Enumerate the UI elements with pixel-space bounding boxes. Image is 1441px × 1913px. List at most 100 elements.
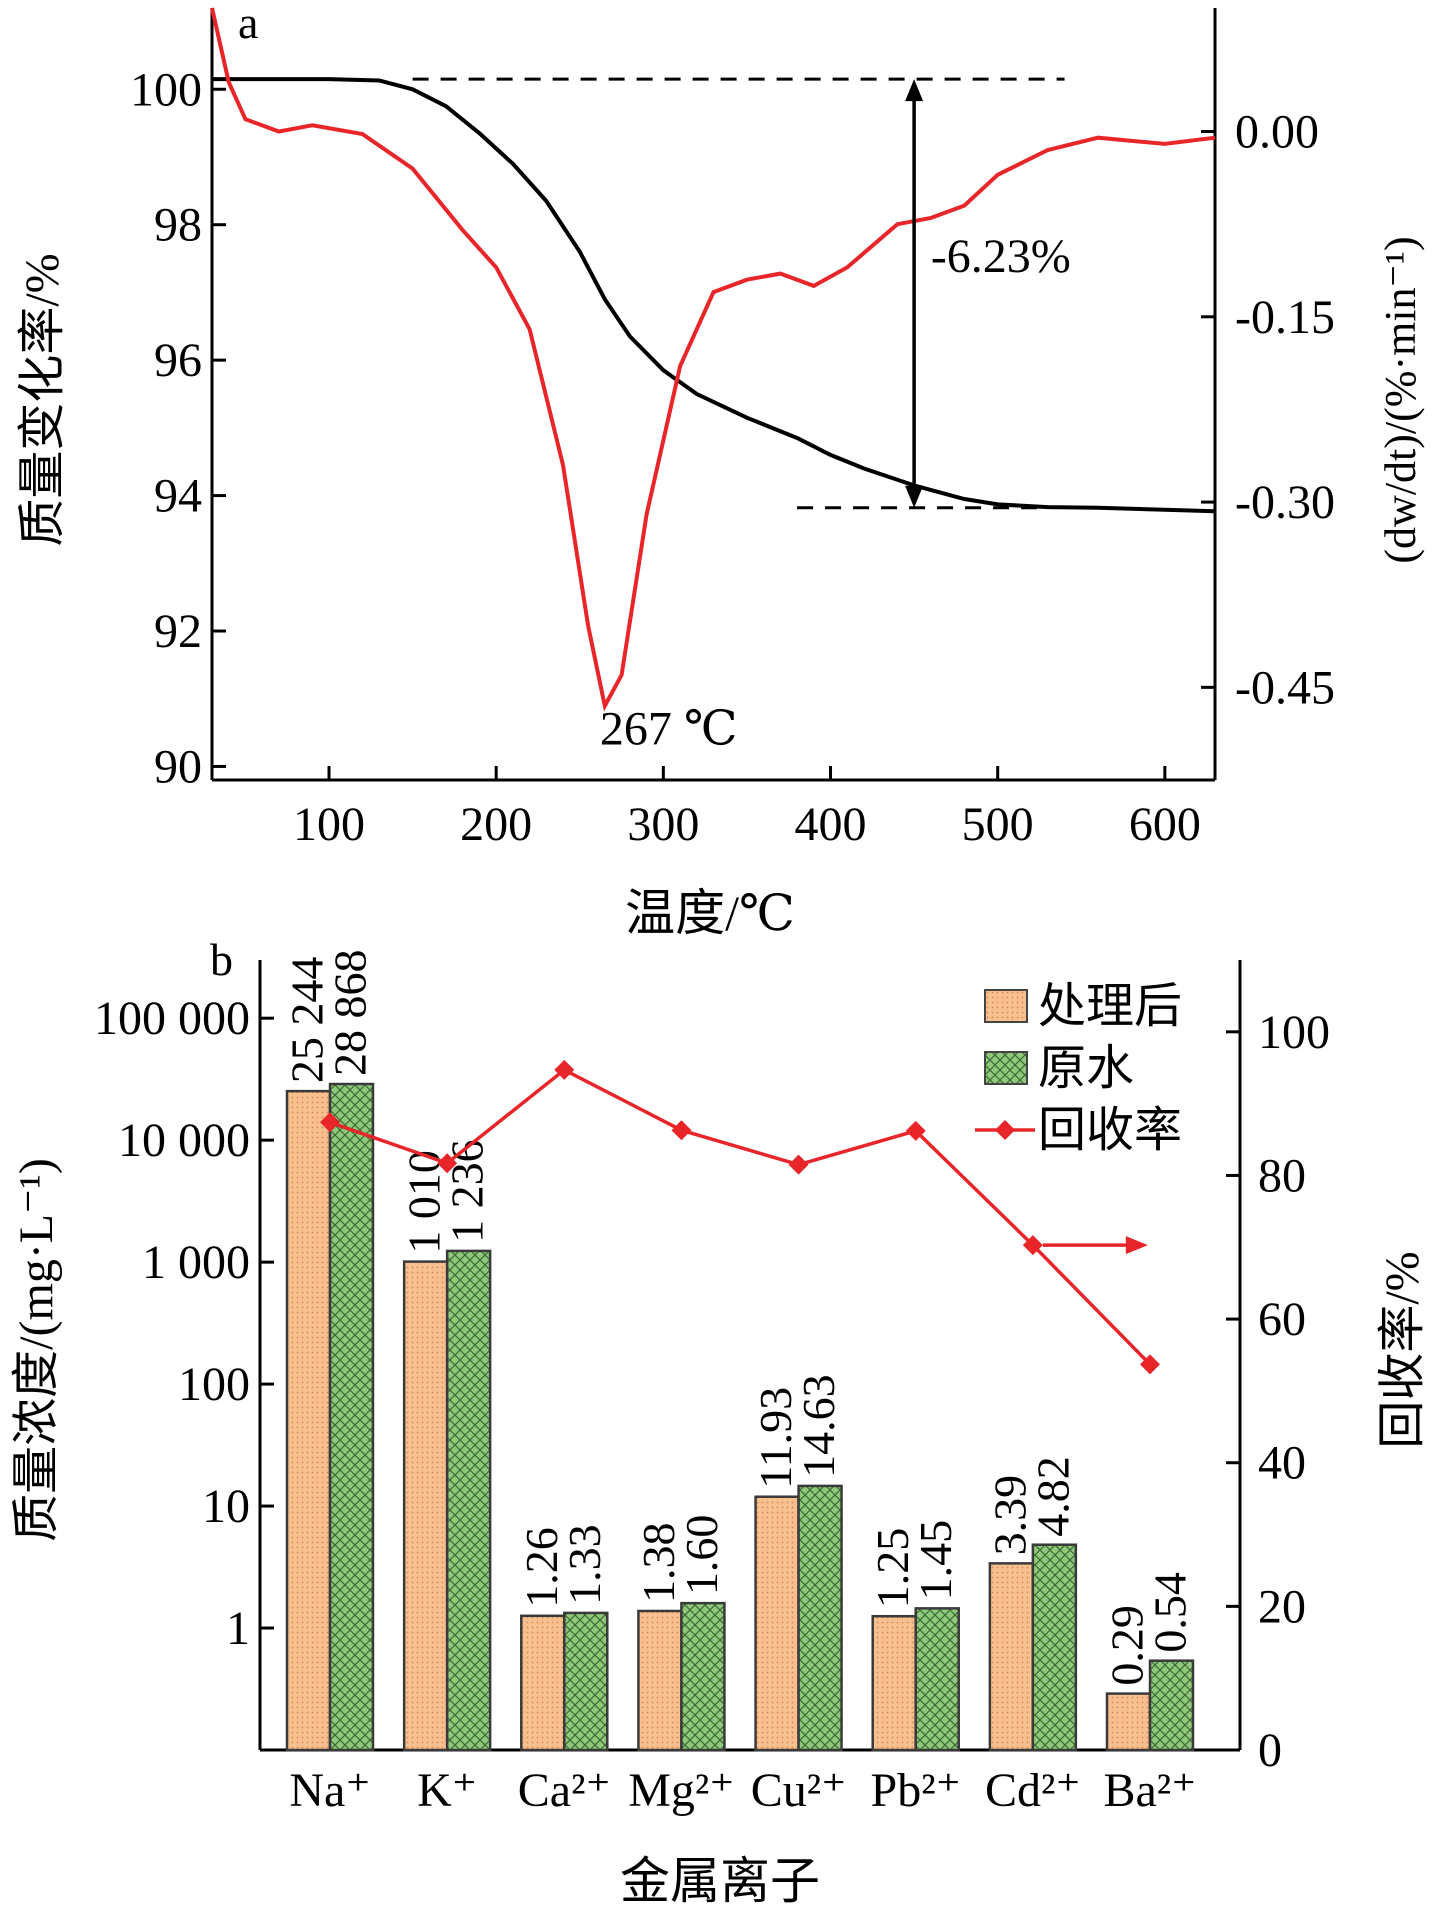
panel-b-left-y-ticks: 1 10 100 1 000 10 000 100 000 [94,992,274,1655]
bar-raw-1 [445,1249,492,1752]
value-label-treated-0: 25 244 [282,957,333,1084]
recovery-marker-6 [1022,1235,1043,1256]
bar-treated-3 [637,1609,683,1752]
panel-b-right-y-tick-label-4: 80 [1258,1149,1306,1202]
value-label-treated-5: 1.25 [867,1528,918,1609]
panel-b: b 1 10 100 1 000 10 000 100 000 0 20 40 60 80 100 … [10,934,1429,1909]
bar-raw-2 [563,1611,609,1752]
value-label-raw-0: 28 868 [325,950,376,1077]
panel-a-left-y-tick-label-0: 90 [154,740,202,793]
recovery-rate-line [329,1067,1152,1366]
panel-a-x-tick-label-4: 500 [962,798,1034,851]
bar-treated-6 [988,1562,1035,1752]
panel-a-x-axis-label: 温度/℃ [625,885,795,941]
panel-a-left-y-tick-label-1: 92 [154,605,202,658]
panel-a-left-y-axis-label: 质量变化率/% [16,253,69,546]
panel-b-left-y-tick-label-2: 100 [178,1358,250,1411]
bar-raw-5 [914,1607,960,1752]
bar-treated-4 [754,1495,800,1752]
panel-b-right-y-axis-label: 回收率/% [1376,1251,1429,1448]
value-label-raw-4: 14.63 [793,1374,844,1478]
panel-a-right-y-tick-label-2: -0.30 [1235,476,1335,529]
category-label-3: Mg²⁺ [628,1764,734,1817]
category-label-1: K⁺ [417,1764,477,1817]
panel-a-left-y-tick-label-5: 100 [130,63,202,116]
panel-a-x-tick-label-1: 200 [460,798,532,851]
panel-a-x-tick-label-2: 300 [627,798,699,851]
value-label-raw-3: 1.60 [676,1515,727,1596]
panel-b-right-y-tick-label-5: 100 [1258,1006,1330,1059]
panel-b-x-axis-label: 金属离子 [620,1853,820,1909]
panel-b-left-y-axis-label: 质量浓度/(mg·L⁻¹) [10,1158,63,1542]
panel-a-right-y-axis-label: (dw/dt)/(%·min⁻¹) [1376,236,1425,563]
panel-a-right-y-tick-label-1: -0.15 [1235,291,1335,344]
recovery-axis-arrow [1042,1236,1148,1255]
bar-value-labels: 25 244 1 010 1.26 1.38 11.93 1.25 3.39 0.29 28 8… [282,950,1196,1686]
panel-a: a 100 200 300 400 500 600 90 92 94 96 98 100 0.00 -… [16,0,1425,941]
legend: 处理后 原水 回收率 [975,980,1182,1157]
recovery-marker-2 [554,1059,575,1080]
category-label-0: Na⁺ [289,1764,370,1817]
tg-curve [212,77,1216,514]
panel-a-left-y-tick-label-4: 98 [154,199,202,252]
panel-b-left-y-tick-label-3: 1 000 [142,1236,250,1289]
mass-loss-annotation: -6.23% [931,230,1071,283]
category-label-2: Ca²⁺ [518,1764,611,1817]
panel-b-right-y-tick-label-1: 20 [1258,1580,1306,1633]
value-label-raw-1: 1 236 [442,1139,493,1243]
bar-raw-0 [328,1082,375,1752]
value-label-raw-5: 1.45 [910,1520,961,1601]
panel-a-left-y-ticks: 90 92 94 96 98 100 [130,63,226,793]
value-label-raw-2: 1.33 [559,1524,610,1605]
panel-a-right-y-ticks: 0.00 -0.15 -0.30 -0.45 [1201,106,1335,714]
category-label-5: Pb²⁺ [871,1764,961,1817]
value-label-treated-6: 3.39 [984,1475,1035,1556]
recovery-rate-markers [320,1059,1160,1375]
bars [285,1082,1195,1752]
bar-treated-1 [402,1260,449,1752]
value-label-treated-7: 0.29 [1102,1605,1153,1686]
panel-a-x-tick-label-0: 100 [293,798,365,851]
bar-treated-0 [285,1089,332,1752]
panel-b-left-y-tick-label-4: 10 000 [118,1114,250,1167]
value-label-treated-4: 11.93 [750,1387,801,1489]
category-labels: Na⁺ K⁺ Ca²⁺ Mg²⁺ Cu²⁺ Pb²⁺ Cd²⁺ Ba²⁺ [289,1764,1196,1817]
panel-a-right-y-tick-label-0: 0.00 [1235,106,1319,159]
legend-swatch-recovery-marker [995,1120,1015,1140]
panel-a-x-tick-label-5: 600 [1129,798,1201,851]
panel-a-left-y-tick-label-2: 94 [154,470,202,523]
panel-a-x-tick-label-3: 400 [795,798,867,851]
panel-b-left-y-tick-label-5: 100 000 [94,992,250,1045]
bar-raw-3 [680,1601,726,1752]
recovery-marker-4 [788,1154,809,1175]
panel-a-reference-lines [412,77,1065,510]
legend-label-raw: 原水 [1038,1042,1134,1095]
panel-a-left-y-tick-label-3: 96 [154,334,202,387]
bar-treated-2 [520,1614,566,1752]
bar-raw-4 [797,1484,843,1752]
recovery-marker-0 [320,1112,340,1133]
recovery-axis-arrow-head [1125,1236,1148,1255]
dtg-curve [210,7,1216,712]
value-label-raw-7: 0.54 [1145,1572,1196,1653]
panel-b-left-y-tick-label-1: 10 [202,1480,250,1533]
panel-b-right-y-tick-label-2: 40 [1258,1437,1306,1490]
recovery-marker-5 [905,1120,926,1141]
panel-b-right-y-ticks: 0 20 40 60 80 100 [1226,1006,1330,1777]
recovery-marker-3 [671,1120,692,1141]
category-label-4: Cu²⁺ [751,1764,847,1817]
value-label-treated-1: 1 010 [399,1150,450,1254]
peak-temperature-annotation: 267 ℃ [600,703,738,756]
panel-b-label: b [210,934,233,985]
bar-raw-6 [1031,1543,1078,1752]
value-label-treated-2: 1.26 [516,1527,567,1608]
legend-swatch-raw [984,1051,1028,1085]
recovery-marker-7 [1140,1354,1160,1375]
recovery-marker-1 [437,1153,458,1174]
panel-a-label: a [238,0,258,48]
bar-treated-7 [1105,1692,1152,1752]
panel-b-right-y-tick-label-3: 60 [1258,1293,1306,1346]
legend-label-treated: 处理后 [1038,980,1182,1033]
mass-loss-arrow-head-top [905,79,924,102]
panel-a-x-ticks: 100 200 300 400 500 600 [293,766,1201,851]
